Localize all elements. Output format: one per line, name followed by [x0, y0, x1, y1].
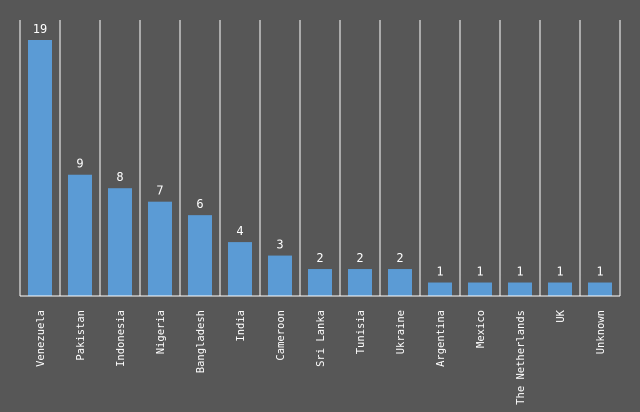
- x-tick-label: Cameroon: [275, 310, 287, 361]
- x-tick-label: Argentina: [435, 310, 447, 367]
- bar-mexico: [468, 282, 492, 296]
- bar-uk: [548, 282, 572, 296]
- x-tick-label: UK: [555, 309, 567, 322]
- data-label: 8: [116, 170, 123, 184]
- bar-bangladesh: [188, 215, 212, 296]
- x-tick-label: Bangladesh: [195, 310, 207, 373]
- data-label: 1: [516, 265, 523, 279]
- bar-india: [228, 242, 252, 296]
- x-tick-label: Venezuela: [35, 310, 47, 367]
- bar-sri-lanka: [308, 269, 332, 296]
- bar-pakistan: [68, 174, 92, 296]
- x-tick-label: Mexico: [475, 310, 487, 348]
- bar-ukraine: [388, 269, 412, 296]
- x-tick-label: Indonesia: [115, 310, 127, 367]
- x-tick-label: The Netherlands: [515, 310, 527, 405]
- data-label: 1: [556, 265, 563, 279]
- data-label: 1: [476, 265, 483, 279]
- x-tick-label: India: [235, 310, 247, 342]
- data-label: 2: [356, 251, 363, 265]
- data-label: 19: [33, 22, 47, 36]
- x-tick-label: Ukraine: [395, 310, 407, 354]
- x-tick-label: Tunisia: [355, 310, 367, 354]
- bar-the-netherlands: [508, 282, 532, 296]
- data-label: 2: [396, 251, 403, 265]
- bar-argentina: [428, 282, 452, 296]
- chart-bars: [28, 40, 612, 296]
- data-label: 2: [316, 251, 323, 265]
- bar-venezuela: [28, 40, 52, 296]
- x-tick-label: Sri Lanka: [315, 310, 327, 367]
- bar-cameroon: [268, 255, 292, 296]
- data-label: 6: [196, 197, 203, 211]
- chart-category-labels: Venezuela Pakistan Indonesia Nigeria Banglad…: [35, 309, 607, 404]
- data-label: 3: [276, 238, 283, 252]
- data-label: 7: [156, 184, 163, 198]
- x-tick-label: Unknown: [595, 310, 607, 354]
- data-label: 9: [76, 157, 83, 171]
- data-label: 1: [436, 265, 443, 279]
- x-tick-label: Pakistan: [75, 310, 87, 361]
- data-label: 1: [596, 265, 603, 279]
- bar-nigeria: [148, 201, 172, 296]
- bar-indonesia: [108, 188, 132, 296]
- bar-unknown: [588, 282, 612, 296]
- bar-tunisia: [348, 269, 372, 296]
- chart-gridlines: [19, 20, 621, 296]
- data-label: 4: [236, 224, 243, 238]
- chart-value-labels: 19 9 8 7 6 4 3 2 2 2 1 1 1 1 1: [33, 22, 604, 279]
- x-tick-label: Nigeria: [155, 310, 167, 354]
